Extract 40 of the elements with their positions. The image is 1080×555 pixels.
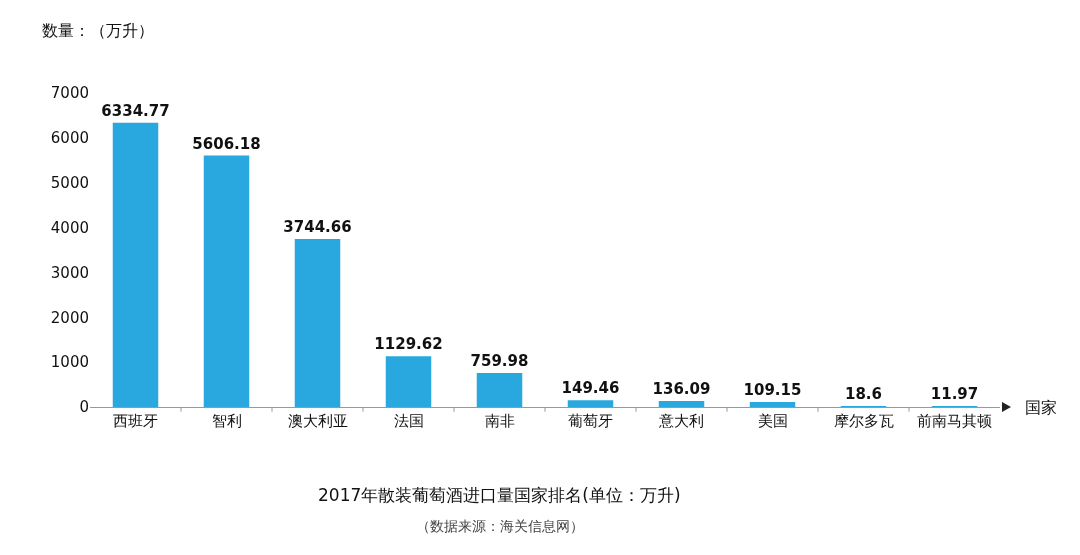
x-tick-label: 西班牙: [113, 412, 158, 430]
bar: [749, 402, 796, 407]
data-label: 18.6: [844, 385, 883, 403]
y-tick-label: 7000: [50, 84, 89, 103]
y-tick-label: 5000: [50, 173, 89, 192]
x-tick-label: 智利: [211, 412, 242, 430]
bar: [294, 239, 341, 407]
x-tick-label: 摩尔多瓦: [833, 412, 894, 430]
bar: [658, 400, 705, 407]
x-axis-title: 国家: [1025, 398, 1057, 417]
bar: [203, 155, 250, 407]
text: 2017年散装葡萄酒进口量国家排名(单位：万升): [318, 485, 681, 505]
bar: [567, 400, 614, 407]
bar: [476, 372, 523, 407]
data-label: 149.46: [561, 379, 620, 398]
x-tick-label: 前南马其顿: [917, 412, 992, 430]
data-label: 136.09: [652, 379, 711, 398]
bar: [385, 356, 432, 407]
y-tick-label: 0: [79, 398, 89, 417]
data-label: 759.98: [470, 351, 529, 370]
x-tick-label: 澳大利亚: [287, 412, 348, 430]
data-label: 109.15: [743, 381, 802, 400]
y-tick-label: 6000: [50, 129, 89, 148]
data-label: 3744.66: [283, 218, 352, 237]
y-tick-label: 3000: [50, 263, 89, 282]
x-tick-label: 南非: [484, 412, 515, 430]
x-tick-label: 法国: [393, 412, 424, 430]
y-tick-label: 1000: [50, 353, 89, 372]
bar: [112, 122, 159, 407]
y-axis-title: 数量：（万升）: [42, 21, 154, 40]
x-tick-label: 意大利: [658, 412, 704, 430]
x-tick-label: 美国: [757, 412, 788, 430]
text: （数据来源：海关信息网）: [416, 518, 584, 534]
data-label: 6334.77: [101, 101, 170, 120]
y-tick-label: 2000: [50, 308, 89, 327]
data-label: 11.97: [930, 385, 979, 403]
data-label: 5606.18: [192, 134, 261, 153]
y-tick-label: 4000: [50, 218, 89, 237]
x-tick-label: 葡萄牙: [568, 412, 613, 430]
data-label: 1129.62: [374, 335, 443, 354]
